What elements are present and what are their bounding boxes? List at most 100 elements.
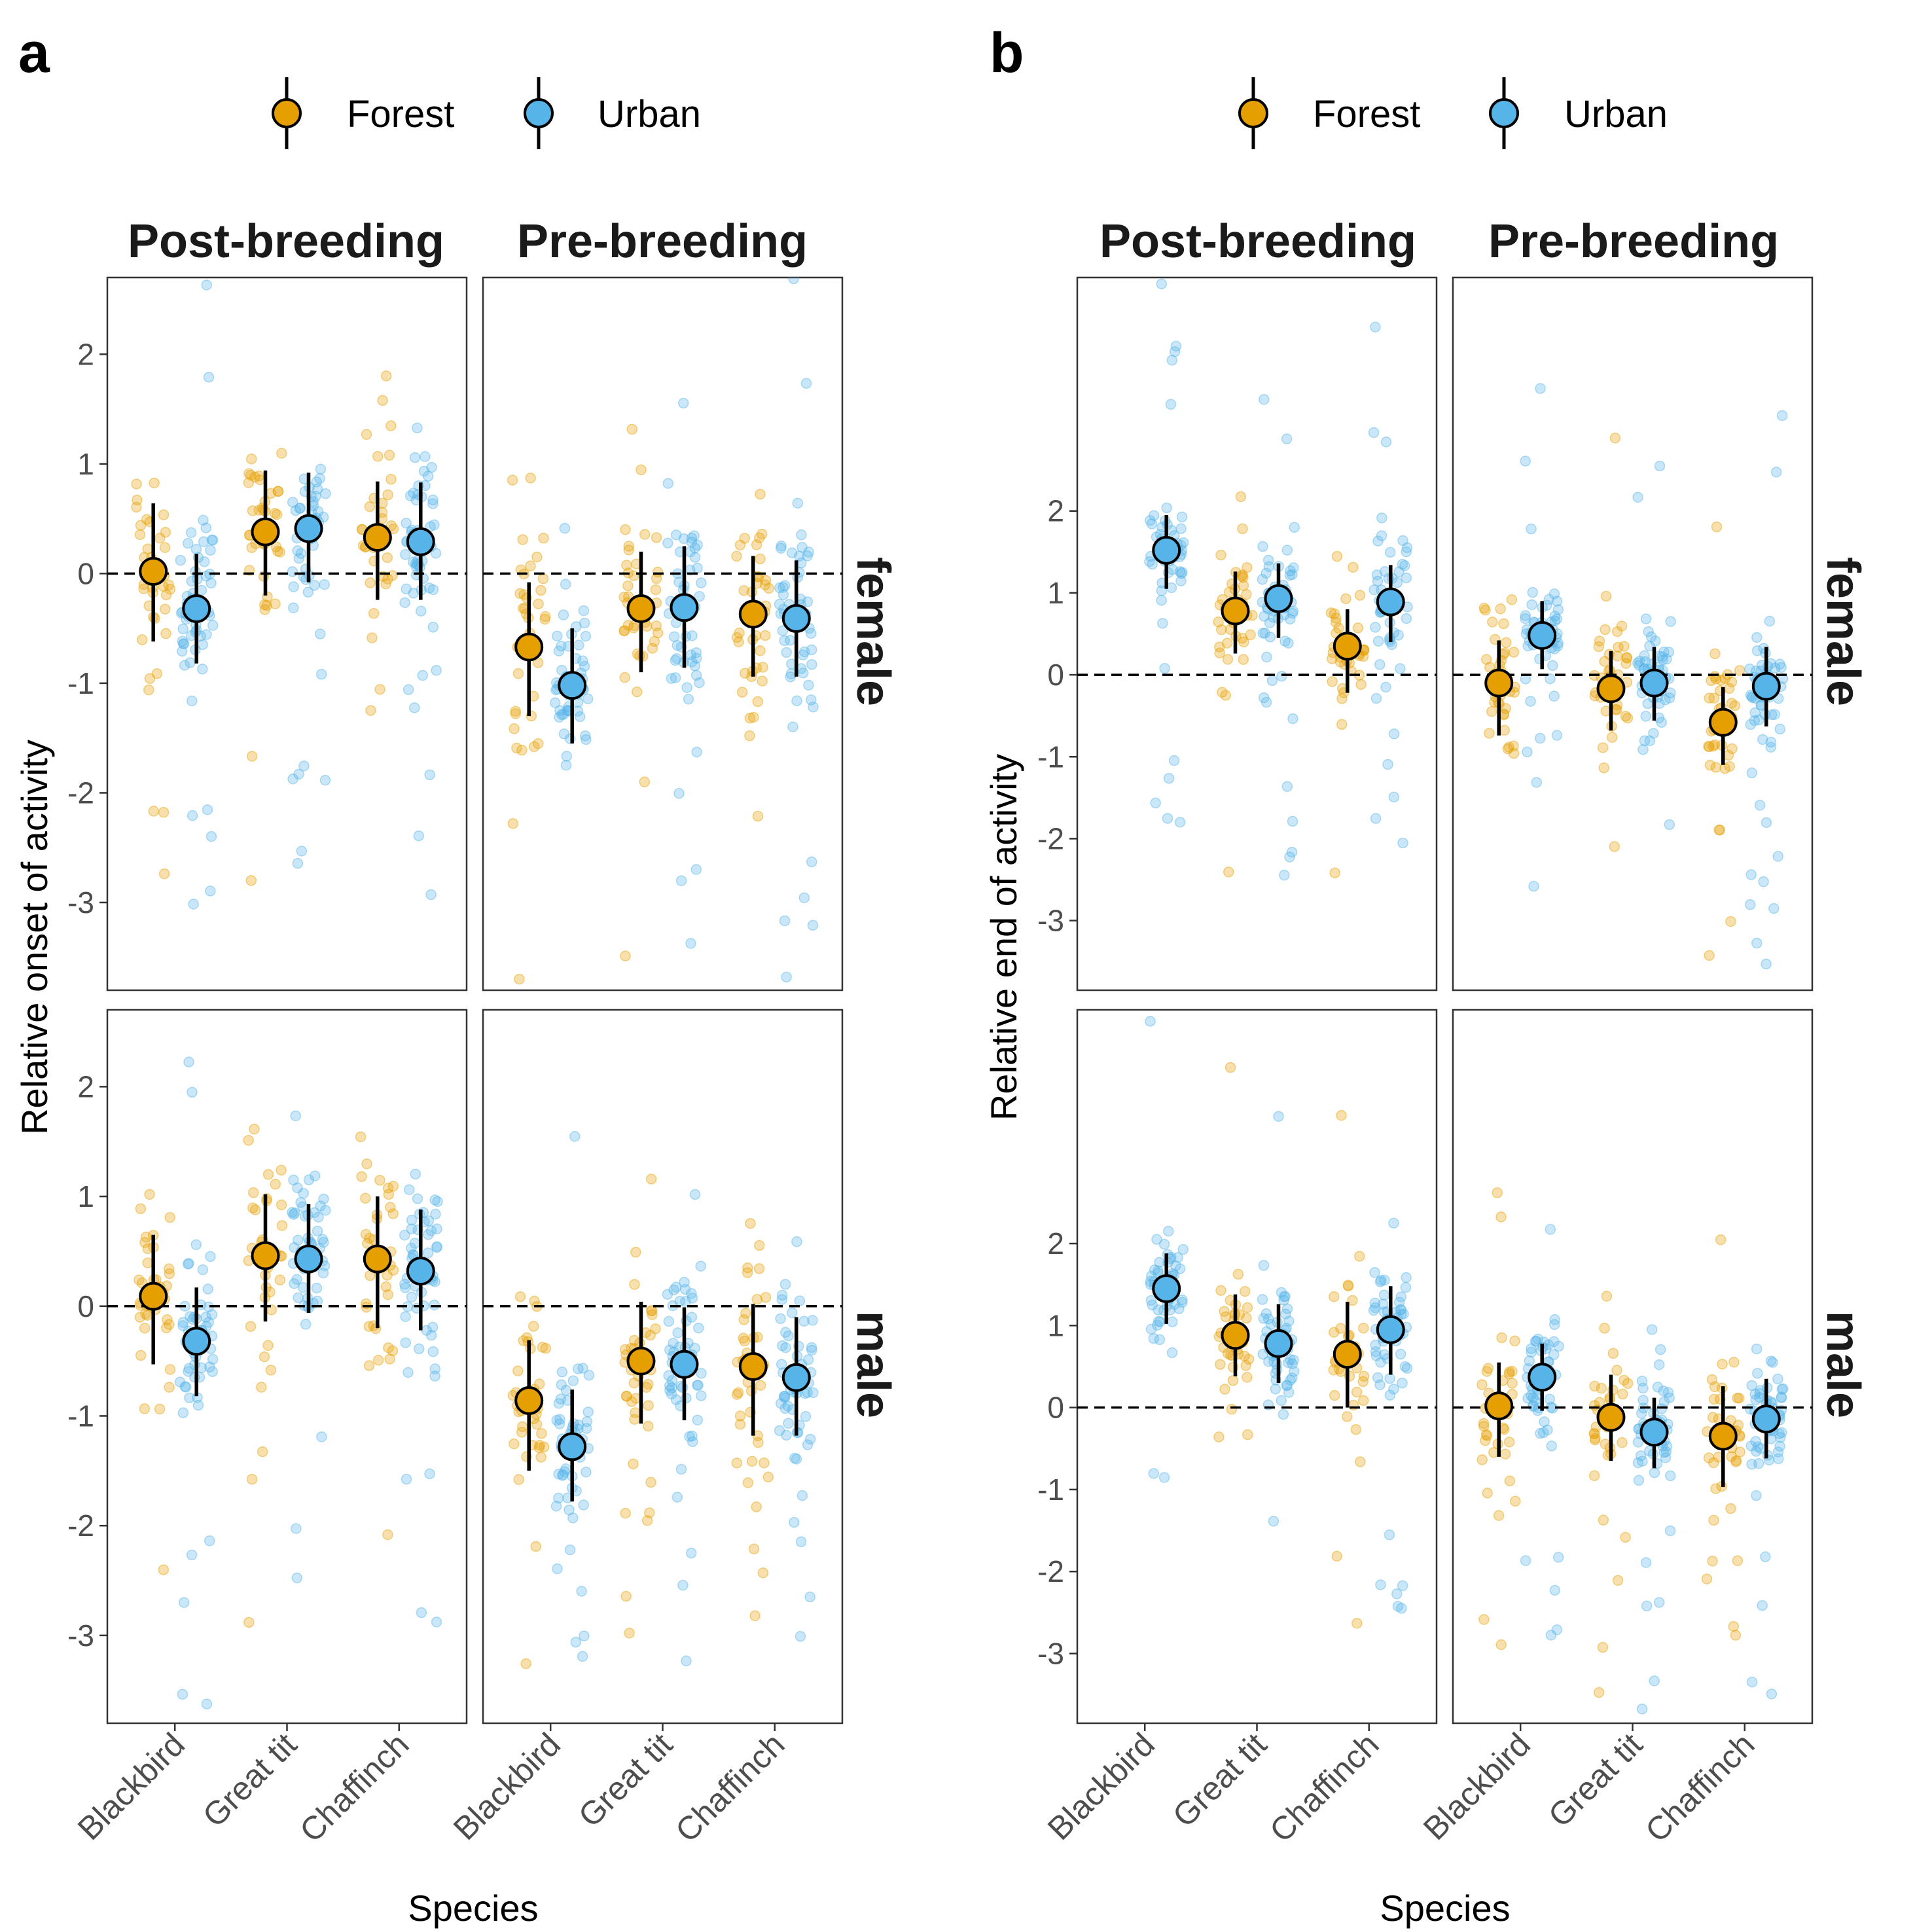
raw-point (644, 1507, 655, 1518)
raw-point (564, 1544, 576, 1556)
raw-point (792, 497, 804, 509)
raw-point (681, 1655, 692, 1667)
raw-point (430, 548, 442, 559)
raw-point (798, 892, 810, 904)
raw-point (689, 1189, 701, 1200)
raw-point (1226, 1403, 1238, 1415)
raw-point (276, 1199, 287, 1211)
raw-point (1622, 1378, 1634, 1389)
raw-point (190, 544, 202, 555)
raw-point (1478, 602, 1490, 614)
raw-point (1703, 1452, 1715, 1463)
raw-point (360, 1228, 372, 1240)
raw-point (1528, 880, 1539, 892)
raw-point (417, 670, 428, 681)
raw-point (1372, 1372, 1384, 1384)
raw-point (1376, 512, 1387, 524)
raw-point (689, 660, 700, 671)
strip-b-pre-breeding: Pre-breeding (1488, 215, 1779, 268)
raw-point (1145, 1295, 1157, 1306)
raw-point (736, 687, 748, 698)
raw-point (1177, 567, 1188, 578)
raw-point (1774, 723, 1785, 735)
raw-point (243, 1617, 255, 1628)
raw-point (1393, 566, 1404, 577)
raw-point (1551, 1624, 1563, 1636)
raw-point (382, 1529, 393, 1541)
legend-a: Forest Urban (272, 77, 701, 149)
raw-point (1259, 394, 1270, 405)
raw-point (1732, 1392, 1743, 1404)
raw-point (806, 694, 817, 706)
raw-point (382, 1183, 394, 1194)
raw-point (292, 545, 303, 556)
raw-point (742, 1262, 753, 1274)
raw-point (1289, 522, 1300, 533)
raw-point (1393, 630, 1404, 641)
raw-point (581, 1423, 592, 1434)
raw-point (554, 1418, 565, 1429)
raw-point (510, 706, 521, 717)
raw-point (288, 1174, 299, 1186)
raw-point (312, 506, 324, 517)
raw-point (662, 537, 673, 548)
raw-point (623, 541, 635, 552)
raw-point (738, 1333, 749, 1344)
raw-point (1281, 1380, 1292, 1391)
raw-point (1549, 611, 1560, 622)
raw-point (270, 1179, 281, 1190)
raw-point (1151, 1234, 1162, 1245)
raw-point (1632, 657, 1643, 669)
raw-point (1755, 1385, 1766, 1396)
estimate-blackbird-forest (514, 1386, 544, 1415)
estimate-blackbird-urban (182, 1327, 211, 1356)
raw-point (1336, 693, 1348, 704)
raw-point (641, 1515, 653, 1526)
raw-point (183, 1363, 194, 1374)
raw-point (183, 1056, 194, 1067)
raw-point (1213, 1431, 1225, 1442)
raw-point (429, 519, 440, 531)
raw-point (1775, 1432, 1786, 1443)
raw-point (686, 1312, 698, 1323)
raw-point (1649, 1467, 1660, 1478)
raw-point (1520, 1555, 1531, 1566)
raw-point (1500, 703, 1511, 714)
raw-point (1757, 734, 1768, 745)
raw-point (1397, 558, 1408, 570)
raw-point (1752, 1368, 1763, 1379)
raw-point (1219, 1384, 1230, 1395)
raw-point (557, 1470, 568, 1481)
raw-point (404, 490, 416, 501)
raw-point (1617, 1437, 1628, 1448)
raw-point (552, 630, 563, 642)
raw-point (1401, 546, 1412, 558)
raw-point (1656, 1403, 1668, 1414)
raw-point (1370, 1346, 1382, 1357)
estimate-great-tit-urban (1264, 1329, 1293, 1358)
raw-point (807, 1387, 819, 1399)
raw-point (554, 1414, 565, 1425)
raw-point (748, 1543, 760, 1554)
raw-point (628, 1458, 639, 1470)
raw-point (1778, 1383, 1789, 1395)
raw-point (406, 1223, 418, 1234)
facet-frame (482, 276, 844, 992)
raw-point (1476, 1379, 1488, 1390)
raw-point (666, 1388, 677, 1400)
raw-point (1285, 1374, 1296, 1386)
raw-point (1507, 1366, 1518, 1377)
raw-point (1147, 558, 1158, 570)
raw-point (303, 1174, 315, 1186)
facet-b-post-breeding-female: -3 -2 -1 0 1 2 (1037, 276, 1438, 992)
raw-point (1599, 656, 1610, 667)
raw-point (132, 494, 143, 506)
estimate-blackbird-urban (1152, 535, 1181, 565)
estimate-great-tit-urban (294, 514, 323, 543)
raw-point (1351, 1618, 1363, 1629)
raw-point (731, 550, 742, 562)
raw-point (1528, 1392, 1539, 1404)
raw-point (1774, 658, 1785, 670)
raw-point (1749, 1388, 1761, 1400)
raw-point (160, 628, 171, 639)
